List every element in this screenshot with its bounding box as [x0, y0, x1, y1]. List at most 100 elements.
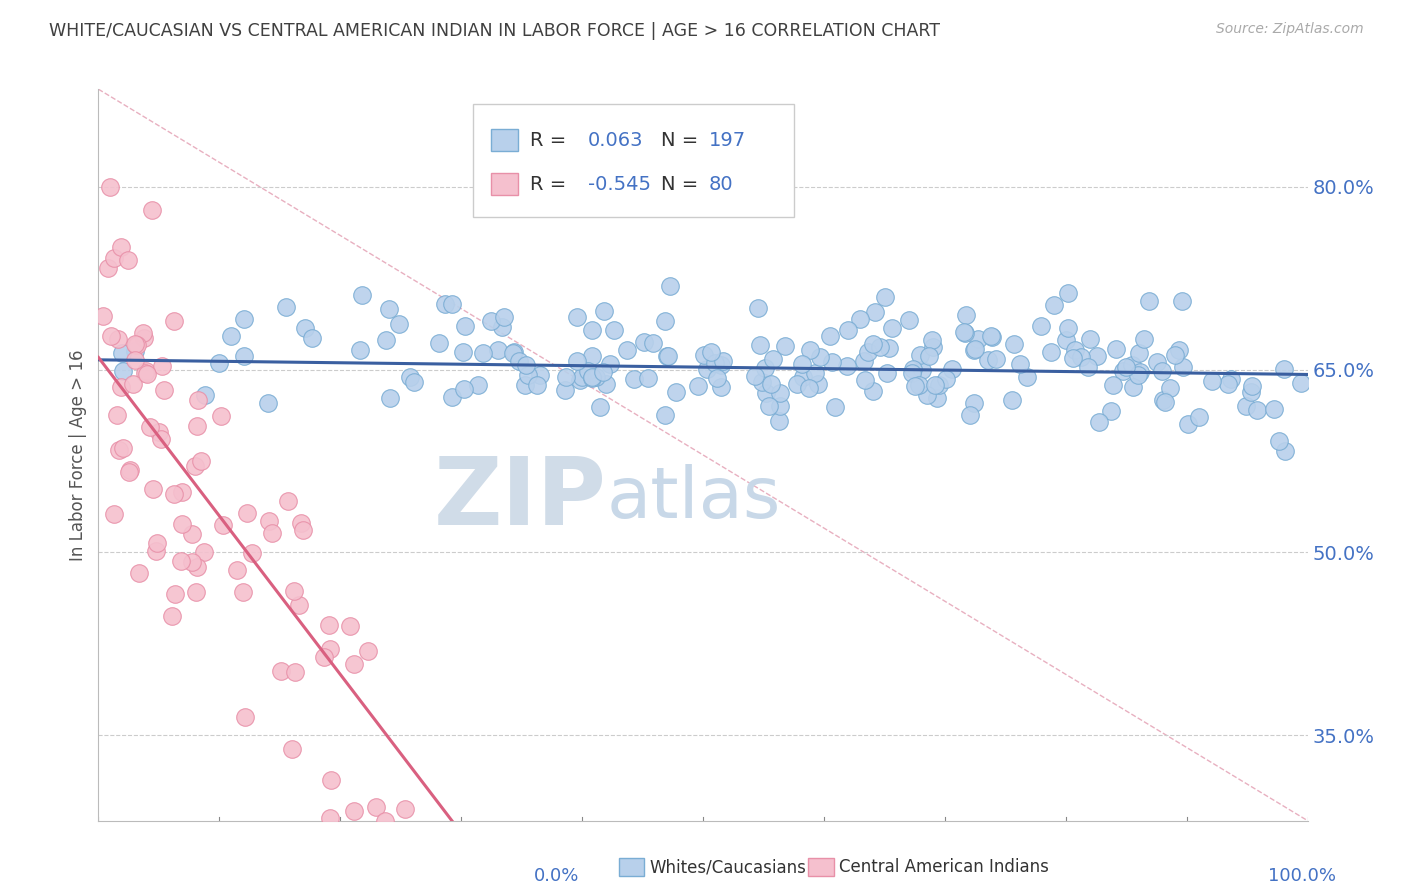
Point [110, 240, 132, 254]
Point [877, 341, 900, 355]
Point [508, 353, 530, 368]
Point [581, 371, 603, 385]
Point [759, 377, 782, 392]
Point [124, 353, 146, 368]
FancyBboxPatch shape [492, 129, 517, 152]
Text: Whites/Caucasians: Whites/Caucasians [650, 858, 807, 876]
Point [984, 352, 1007, 367]
Text: Source: ZipAtlas.com: Source: ZipAtlas.com [1216, 22, 1364, 37]
Point [1112, 364, 1135, 378]
Point [790, 357, 813, 371]
Point [633, 334, 655, 349]
Point [491, 320, 513, 334]
Point [786, 377, 808, 392]
Point [163, 587, 186, 601]
Point [981, 330, 1004, 344]
Point [571, 369, 593, 384]
Point [602, 322, 624, 336]
Point [1001, 393, 1024, 408]
Point [1167, 343, 1189, 357]
Y-axis label: In Labor Force | Age > 16: In Labor Force | Age > 16 [69, 349, 87, 561]
Point [799, 343, 821, 358]
Point [118, 466, 141, 480]
Point [711, 354, 734, 368]
Point [186, 559, 208, 574]
Point [665, 384, 688, 399]
Point [924, 378, 946, 392]
Point [262, 526, 284, 541]
Point [1150, 364, 1173, 378]
Point [150, 359, 173, 373]
Point [270, 665, 292, 679]
Point [108, 443, 131, 458]
Point [187, 393, 209, 408]
Point [1115, 359, 1137, 374]
Point [208, 356, 231, 370]
Point [105, 408, 128, 422]
Point [922, 340, 945, 354]
Text: 80: 80 [709, 175, 734, 194]
Point [139, 419, 162, 434]
Point [294, 321, 316, 335]
Point [1054, 333, 1077, 347]
Point [149, 432, 172, 446]
Point [654, 408, 676, 422]
Point [339, 619, 361, 633]
Point [820, 355, 842, 369]
Point [852, 353, 875, 368]
Point [394, 802, 416, 816]
Point [122, 376, 145, 391]
Point [953, 325, 976, 339]
Point [804, 366, 827, 380]
Text: N =: N = [661, 175, 697, 194]
Point [318, 618, 340, 632]
Point [107, 332, 129, 346]
Point [754, 360, 776, 375]
Point [976, 353, 998, 368]
Point [654, 313, 676, 327]
Point [440, 390, 463, 404]
Point [319, 772, 342, 787]
Point [1146, 354, 1168, 368]
Point [1122, 380, 1144, 394]
Point [1263, 402, 1285, 417]
Point [1040, 344, 1063, 359]
Point [700, 345, 723, 359]
Point [111, 346, 134, 360]
Point [1220, 372, 1243, 386]
Text: WHITE/CAUCASIAN VS CENTRAL AMERICAN INDIAN IN LABOR FORCE | AGE > 16 CORRELATION: WHITE/CAUCASIAN VS CENTRAL AMERICAN INDI… [49, 22, 941, 40]
Point [1268, 434, 1291, 448]
Point [162, 314, 184, 328]
Point [657, 349, 679, 363]
Point [1234, 399, 1257, 413]
Point [233, 312, 256, 326]
Text: Central American Indians: Central American Indians [839, 858, 1049, 876]
Point [111, 364, 134, 378]
Point [599, 357, 621, 371]
Point [277, 494, 299, 508]
FancyBboxPatch shape [492, 173, 517, 195]
Point [1240, 385, 1263, 400]
Point [581, 349, 603, 363]
Point [375, 333, 398, 347]
Point [146, 536, 169, 550]
Point [824, 400, 846, 414]
Point [148, 425, 170, 439]
Point [190, 454, 212, 468]
Point [186, 418, 208, 433]
Text: -0.545: -0.545 [588, 175, 651, 194]
Text: N =: N = [661, 131, 697, 150]
Point [747, 301, 769, 316]
Point [921, 333, 943, 347]
Point [103, 507, 125, 521]
Point [1128, 346, 1150, 360]
Point [117, 252, 139, 267]
Point [1152, 392, 1174, 407]
Point [103, 252, 125, 266]
Point [880, 321, 903, 335]
Point [1246, 403, 1268, 417]
Point [769, 399, 792, 413]
Point [472, 346, 495, 360]
Point [364, 800, 387, 814]
Point [515, 378, 537, 392]
